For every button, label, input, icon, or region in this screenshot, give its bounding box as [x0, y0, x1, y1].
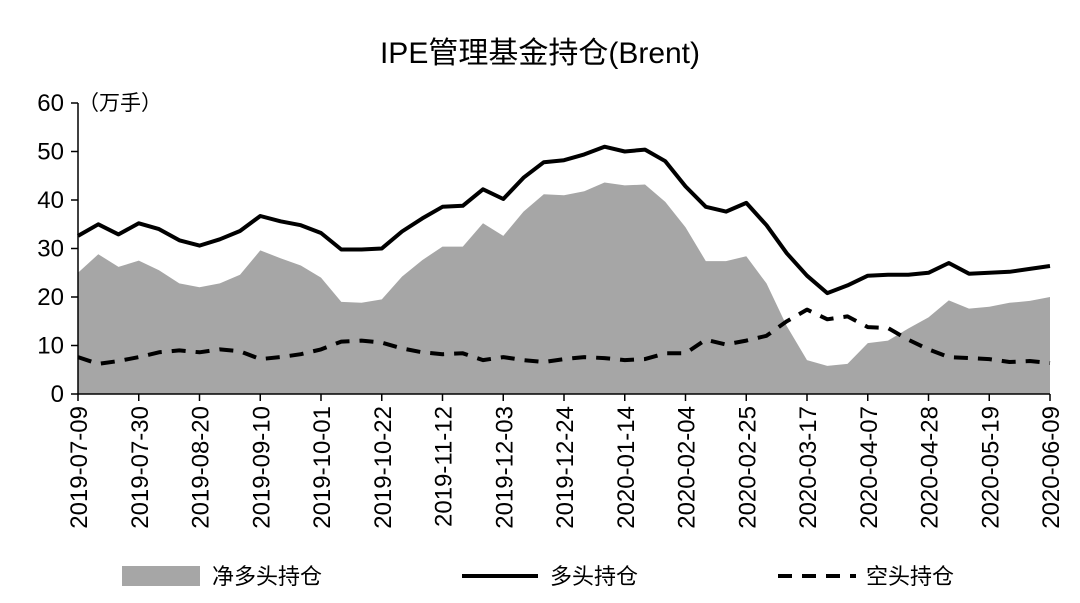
y-tick-label: 20 [37, 284, 64, 311]
legend-label-short: 空头持仓 [866, 565, 954, 590]
x-tick-label: 2019-07-30 [127, 406, 154, 529]
x-tick-label: 2019-12-03 [491, 406, 518, 529]
y-tick-label: 40 [37, 187, 64, 214]
legend-label-net-long: 净多头持仓 [212, 565, 322, 590]
x-tick-labels: 2019-07-09 2019-07-30 2019-08-20 2019-09-10… [66, 406, 1065, 529]
x-tick-label: 2020-05-19 [977, 406, 1004, 529]
x-tick-label: 2020-01-14 [613, 406, 640, 529]
x-tick-label: 2019-10-01 [309, 406, 336, 529]
x-tick-label: 2019-10-22 [370, 406, 397, 529]
x-tick-label: 2019-08-20 [188, 406, 215, 529]
x-tick-label: 2019-11-12 [431, 406, 458, 527]
x-tick-label: 2020-06-09 [1038, 406, 1065, 529]
x-tick-label: 2019-09-10 [248, 406, 275, 529]
series-area-net-long [78, 182, 1050, 394]
x-tick-label: 2020-02-04 [674, 406, 701, 529]
net-long-area-layer [78, 182, 1050, 394]
y-tick-label: 30 [37, 236, 64, 263]
legend: 净多头持仓 多头持仓 空头持仓 [122, 565, 954, 590]
y-axis-unit-label: （万手） [78, 91, 162, 115]
legend-label-long: 多头持仓 [550, 565, 638, 590]
x-tick-label: 2020-04-28 [917, 406, 944, 529]
x-tick-label: 2020-02-25 [734, 406, 761, 529]
x-tick-label: 2019-12-24 [552, 406, 579, 529]
y-tick-label: 10 [37, 333, 64, 360]
y-tick-label: 0 [51, 381, 64, 408]
axes [71, 102, 1051, 401]
x-tick-label: 2020-03-17 [795, 406, 822, 529]
x-tick-label: 2019-07-09 [66, 406, 93, 529]
y-tick-labels: 0 10 20 30 40 50 60 [37, 90, 64, 408]
chart-title: IPE管理基金持仓(Brent) [380, 37, 700, 70]
y-tick-label: 50 [37, 139, 64, 166]
series-line-long [77, 144, 1051, 296]
position-lines-layer [77, 144, 1051, 366]
y-tick-label: 60 [37, 90, 64, 117]
legend-swatch-net-long [122, 566, 200, 586]
x-tick-label: 2020-04-07 [856, 406, 883, 529]
